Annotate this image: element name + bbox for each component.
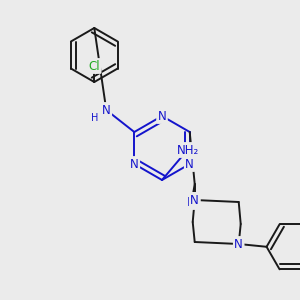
Text: N: N: [102, 103, 111, 116]
Text: Cl: Cl: [88, 59, 100, 73]
Text: H: H: [91, 113, 98, 123]
Text: N: N: [190, 194, 199, 206]
Text: NH₂: NH₂: [177, 143, 199, 157]
Text: N: N: [187, 196, 196, 208]
Text: N: N: [234, 238, 243, 250]
Text: N: N: [158, 110, 166, 122]
Text: N: N: [190, 194, 199, 206]
Text: N: N: [130, 158, 139, 170]
Text: N: N: [185, 158, 194, 170]
